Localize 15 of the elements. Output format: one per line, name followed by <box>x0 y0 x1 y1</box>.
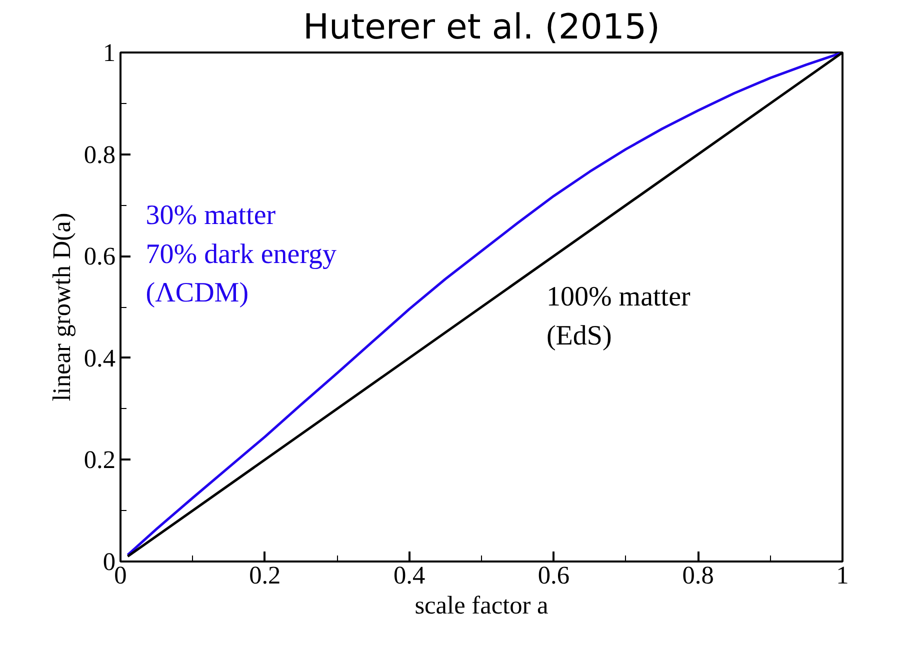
y-tick-label: 0.2 <box>84 446 116 474</box>
x-tick-label: 0.6 <box>538 562 570 590</box>
y-tick-label: 1 <box>102 39 116 67</box>
x-tick-label: 0.2 <box>249 562 281 590</box>
annotation: 30% matter 70% dark energy (ΛCDM) <box>146 200 337 309</box>
chart-title: Huterer et al. (2015) <box>302 8 660 48</box>
x-tick-label: 0.4 <box>393 562 426 590</box>
y-tick-label: 0.6 <box>84 242 116 271</box>
y-axis-title: linear growth D(a) <box>48 212 76 402</box>
x-tick-label: 0.8 <box>682 562 714 590</box>
x-axis-title: scale factor a <box>414 592 548 620</box>
y-tick-label: 0.4 <box>84 344 116 372</box>
x-tick-label: 1 <box>836 562 849 590</box>
y-tick-label: 0.8 <box>84 140 116 169</box>
annotation: 100% matter (EdS) <box>546 282 691 352</box>
